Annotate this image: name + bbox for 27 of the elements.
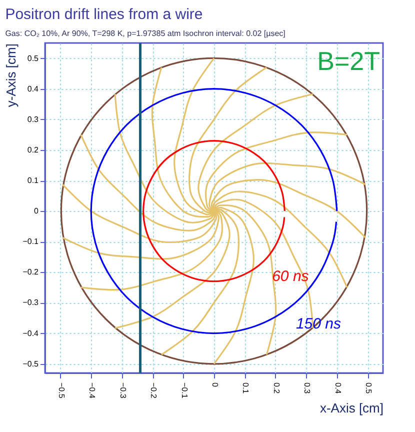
y-tick-label: −0.5 — [22, 359, 40, 368]
y-tick-label: 0.4 — [27, 84, 40, 94]
chart-title: Positron drift lines from a wire — [5, 6, 203, 23]
x-tick-label: −0.2 — [149, 382, 158, 399]
y-tick-label: 0 — [34, 206, 40, 216]
y-tick-label: 0.5 — [27, 54, 40, 63]
y-tick-label: −0.4 — [22, 328, 40, 338]
x-tick-label: 0.5 — [364, 382, 374, 394]
x-tick-label: 0.2 — [272, 382, 281, 394]
y-tick-label: −0.1 — [22, 237, 40, 246]
y-axis-title: y-Axis [cm] — [4, 44, 19, 108]
chart-subtitle: Gas: CO₂ 10%, Ar 90%, T=298 K, p=1.97385 atm Isochron interval: 0.02 [µsec] — [5, 28, 286, 38]
x-tick-label: 0.3 — [302, 382, 312, 394]
y-tick-label: 0.3 — [27, 114, 40, 124]
x-tick-label: 0 — [210, 382, 220, 388]
x-tick-label: −0.4 — [88, 382, 97, 399]
y-tick-label: 0.2 — [27, 145, 40, 154]
y-tick-label: −0.3 — [22, 298, 40, 308]
x-tick-label: 0.1 — [241, 382, 250, 394]
annotation: B=2T — [317, 46, 380, 76]
x-tick-label: −0.5 — [56, 382, 66, 399]
x-tick-label: 0.4 — [333, 382, 342, 394]
x-tick-label: −0.1 — [180, 382, 189, 399]
y-tick-label: −0.2 — [22, 268, 40, 277]
x-tick-label: −0.3 — [118, 382, 128, 399]
y-tick-label: 0.1 — [27, 176, 40, 185]
x-axis-title: x-Axis [cm] — [320, 400, 384, 416]
